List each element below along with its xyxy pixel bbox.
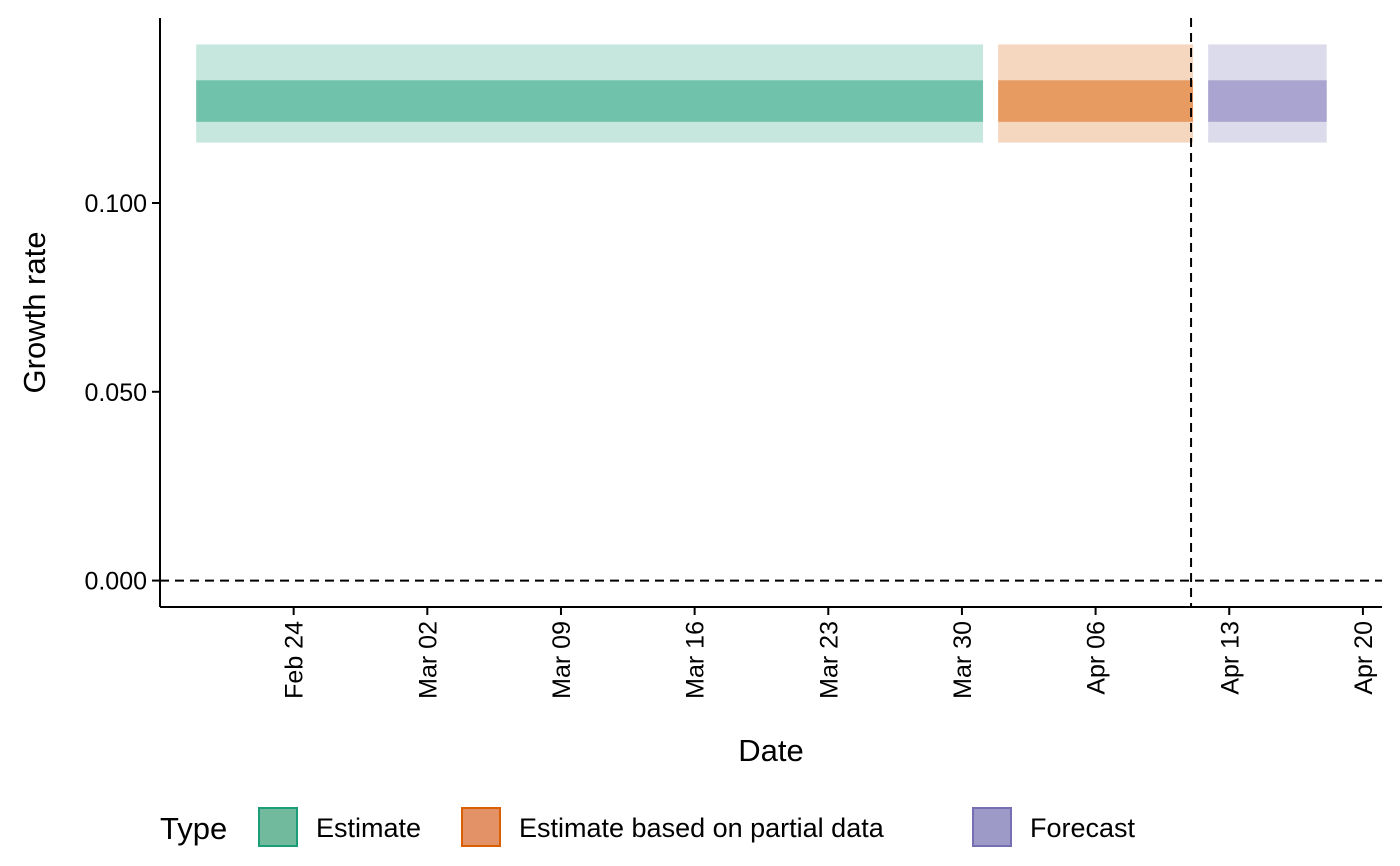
x-tick-label: Mar 16 [682, 621, 710, 699]
y-axis-title: Growth rate [17, 232, 52, 394]
legend-key-estimate-based-on-partial-data [461, 807, 501, 847]
legend-label-estimate: Estimate [316, 813, 421, 843]
x-tick-label: Mar 09 [548, 621, 576, 699]
band-inner-forecast [1208, 80, 1327, 122]
legend-label-estimate-based-on-partial-data: Estimate based on partial data [519, 813, 885, 843]
x-axis-title: Date [738, 733, 803, 768]
x-tick-label: Mar 30 [949, 621, 977, 699]
reference-lines [160, 18, 1382, 607]
legend-label-forecast: Forecast [1030, 813, 1136, 843]
y-tick-label: 0.000 [84, 568, 147, 596]
x-tick-label: Feb 24 [281, 621, 309, 699]
y-tick-label: 0.050 [84, 379, 147, 407]
x-tick-label: Mar 23 [815, 621, 843, 699]
x-tick-label: Mar 02 [414, 621, 442, 699]
x-tick-label: Apr 20 [1350, 621, 1378, 695]
legend-title: Type [160, 811, 227, 846]
plot-bands [196, 44, 1327, 143]
x-tick-label: Apr 06 [1083, 621, 1111, 695]
axes: 0.000 0.050 0.100 Feb 24 Mar 02 Mar 09 Mar 16 M… [84, 18, 1382, 699]
legend: Type Estimate Estimate based on partial d… [160, 807, 1136, 847]
band-inner-estimate [196, 80, 984, 122]
x-tick-label: Apr 13 [1216, 621, 1244, 695]
band-inner-estimate-based-on-partial-data [998, 80, 1194, 122]
legend-key-estimate [258, 807, 298, 847]
legend-key-forecast [972, 807, 1012, 847]
y-tick-label: 0.100 [84, 190, 147, 218]
